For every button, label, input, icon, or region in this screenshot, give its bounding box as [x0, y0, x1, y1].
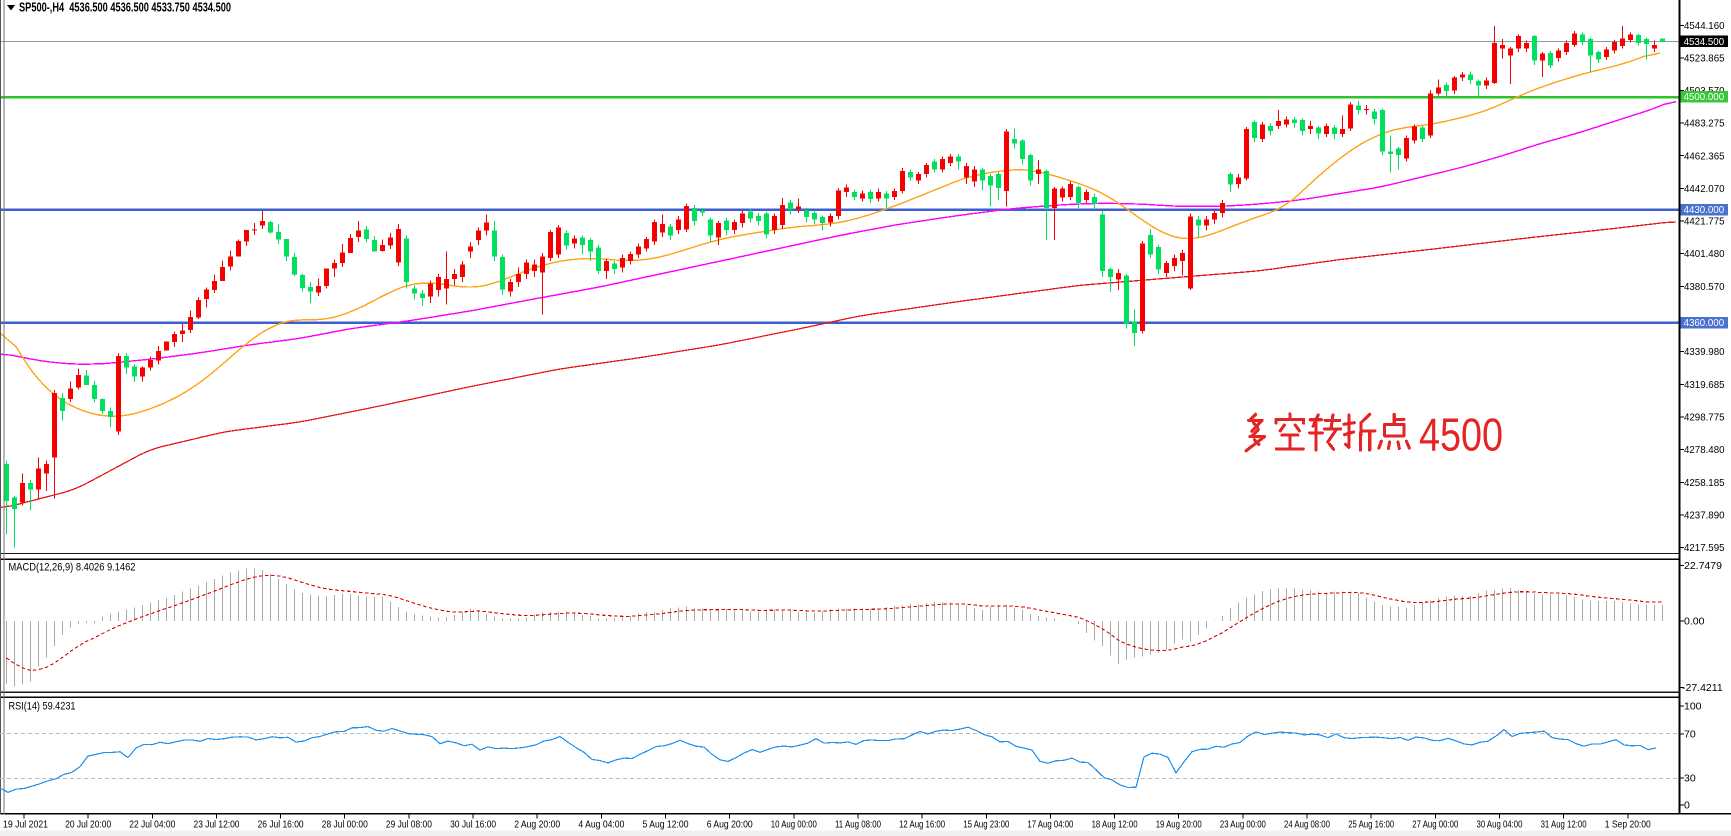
- svg-text:4500.000: 4500.000: [1684, 91, 1725, 103]
- svg-text:4430.000: 4430.000: [1684, 204, 1725, 216]
- svg-text:29 Jul 08:00: 29 Jul 08:00: [386, 818, 432, 830]
- svg-text:4442.070: 4442.070: [1684, 183, 1725, 195]
- svg-text:MACD(12,26,9) 8.4026 9.1462: MACD(12,26,9) 8.4026 9.1462: [9, 562, 136, 574]
- svg-text:0.00: 0.00: [1684, 615, 1705, 627]
- svg-text:4421.775: 4421.775: [1684, 216, 1725, 228]
- svg-text:0: 0: [1684, 799, 1690, 811]
- svg-text:4401.480: 4401.480: [1684, 248, 1725, 260]
- svg-text:4380.570: 4380.570: [1684, 281, 1725, 293]
- svg-text:19 Jul 2021: 19 Jul 2021: [3, 818, 48, 830]
- svg-text:RSI(14) 59.4231: RSI(14) 59.4231: [9, 700, 76, 712]
- svg-text:4360.000: 4360.000: [1684, 317, 1725, 329]
- svg-text:4258.185: 4258.185: [1684, 477, 1725, 489]
- svg-text:23 Aug 00:00: 23 Aug 00:00: [1220, 818, 1266, 830]
- svg-text:28 Jul 00:00: 28 Jul 00:00: [322, 818, 368, 830]
- svg-text:18 Aug 12:00: 18 Aug 12:00: [1092, 818, 1138, 830]
- svg-text:70: 70: [1684, 728, 1696, 740]
- svg-text:15 Aug 23:00: 15 Aug 23:00: [963, 818, 1009, 830]
- svg-text:4339.980: 4339.980: [1684, 346, 1725, 358]
- svg-text:4523.865: 4523.865: [1684, 53, 1725, 65]
- svg-text:11 Aug 08:00: 11 Aug 08:00: [835, 818, 881, 830]
- svg-text:22.7479: 22.7479: [1684, 560, 1722, 572]
- svg-text:23 Jul 12:00: 23 Jul 12:00: [194, 818, 240, 830]
- svg-text:4462.365: 4462.365: [1684, 150, 1725, 162]
- svg-text:20 Jul 20:00: 20 Jul 20:00: [65, 818, 111, 830]
- svg-text:4483.275: 4483.275: [1684, 118, 1725, 130]
- svg-text:12 Aug 16:00: 12 Aug 16:00: [899, 818, 945, 830]
- svg-text:22 Jul 04:00: 22 Jul 04:00: [129, 818, 175, 830]
- svg-text:26 Jul 16:00: 26 Jul 16:00: [258, 818, 304, 830]
- svg-text:4 Aug 04:00: 4 Aug 04:00: [578, 818, 624, 830]
- svg-text:30 Jul 16:00: 30 Jul 16:00: [450, 818, 496, 830]
- svg-text:4237.890: 4237.890: [1684, 510, 1725, 522]
- svg-text:24 Aug 08:00: 24 Aug 08:00: [1284, 818, 1330, 830]
- svg-text:31 Aug 12:00: 31 Aug 12:00: [1541, 818, 1587, 830]
- svg-text:1 Sep 20:00: 1 Sep 20:00: [1605, 818, 1651, 830]
- svg-text:25 Aug 16:00: 25 Aug 16:00: [1348, 818, 1394, 830]
- svg-text:4544.160: 4544.160: [1684, 20, 1725, 32]
- svg-text:30: 30: [1684, 773, 1696, 785]
- svg-text:4534.500: 4534.500: [1684, 36, 1725, 48]
- svg-text:4278.480: 4278.480: [1684, 444, 1725, 456]
- svg-text:100: 100: [1684, 700, 1702, 712]
- svg-text:-27.4211: -27.4211: [1682, 682, 1723, 694]
- svg-text:4500: 4500: [1419, 409, 1503, 461]
- svg-text:6 Aug 20:00: 6 Aug 20:00: [707, 818, 753, 830]
- svg-text:19 Aug 20:00: 19 Aug 20:00: [1156, 818, 1202, 830]
- svg-text:4319.685: 4319.685: [1684, 379, 1725, 391]
- svg-text:10 Aug 00:00: 10 Aug 00:00: [771, 818, 817, 830]
- svg-text:SP500-,H4 4536.500 4536.500 4: SP500-,H4 4536.500 4536.500 4533.750 453…: [19, 1, 231, 15]
- svg-text:30 Aug 04:00: 30 Aug 04:00: [1477, 818, 1523, 830]
- svg-text:27 Aug 00:00: 27 Aug 00:00: [1412, 818, 1458, 830]
- svg-text:2 Aug 20:00: 2 Aug 20:00: [514, 818, 560, 830]
- svg-text:17 Aug 04:00: 17 Aug 04:00: [1027, 818, 1073, 830]
- svg-text:4217.595: 4217.595: [1684, 542, 1725, 554]
- svg-text:4298.775: 4298.775: [1684, 412, 1725, 424]
- svg-text:5 Aug 12:00: 5 Aug 12:00: [643, 818, 689, 830]
